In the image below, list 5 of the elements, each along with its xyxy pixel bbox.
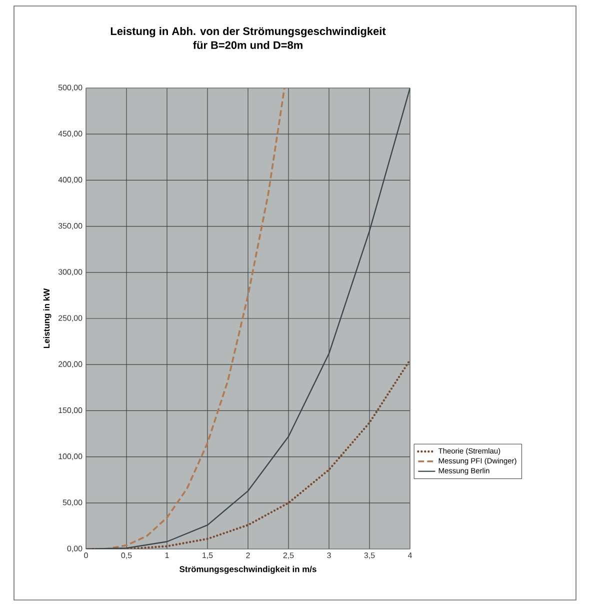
- y-axis-title: Leistung in kW: [43, 288, 52, 348]
- line-series: [86, 88, 410, 549]
- chart-title: Leistung in Abh. von der Strömungsgeschwindigkeit für B=20m und D=8m: [110, 27, 386, 49]
- line-series: [86, 88, 286, 549]
- x-axis-title: Strömungsgeschwindigkeit in m/s: [180, 566, 316, 574]
